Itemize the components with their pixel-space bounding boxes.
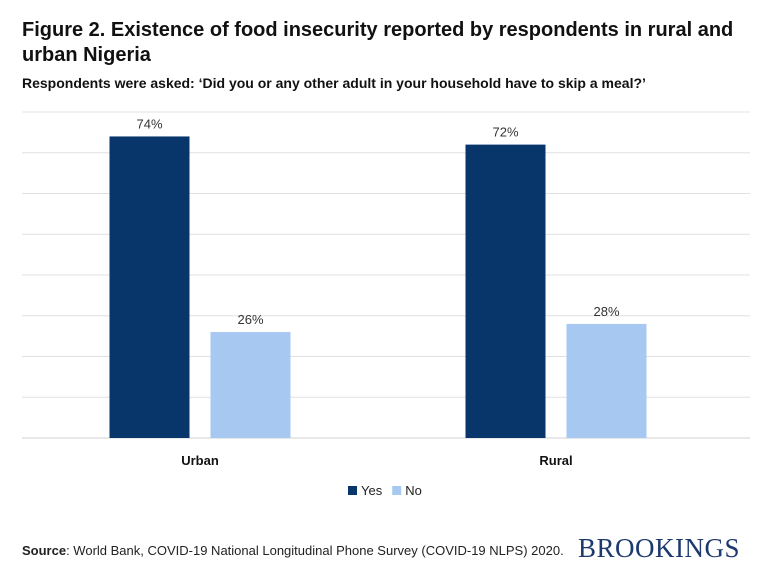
- legend-label-yes: Yes: [361, 483, 383, 498]
- source-label: Source: [22, 543, 67, 558]
- bar-no-rural: [566, 323, 647, 438]
- source-note: Source: World Bank, COVID-19 National Lo…: [22, 543, 564, 558]
- legend-swatch-yes: [348, 486, 357, 495]
- source-text: : World Bank, COVID-19 National Longitud…: [66, 543, 564, 558]
- bar-yes-urban: [109, 136, 190, 438]
- brookings-logo: BROOKINGS: [578, 533, 741, 563]
- legend-swatch-no: [392, 486, 402, 495]
- data-label: 74%: [136, 116, 162, 131]
- data-label: 72%: [492, 125, 518, 140]
- data-label: 28%: [593, 304, 619, 319]
- bar-no-urban: [210, 332, 291, 438]
- bar-yes-rural: [465, 144, 546, 438]
- chart-title: Figure 2. Existence of food insecurity r…: [22, 19, 734, 66]
- x-tick-label: Rural: [539, 453, 572, 468]
- x-tick-label: Urban: [181, 453, 219, 468]
- data-label: 26%: [237, 312, 263, 327]
- chart-subtitle: Respondents were asked: ‘Did you or any …: [22, 75, 646, 91]
- legend-label-no: No: [405, 483, 422, 498]
